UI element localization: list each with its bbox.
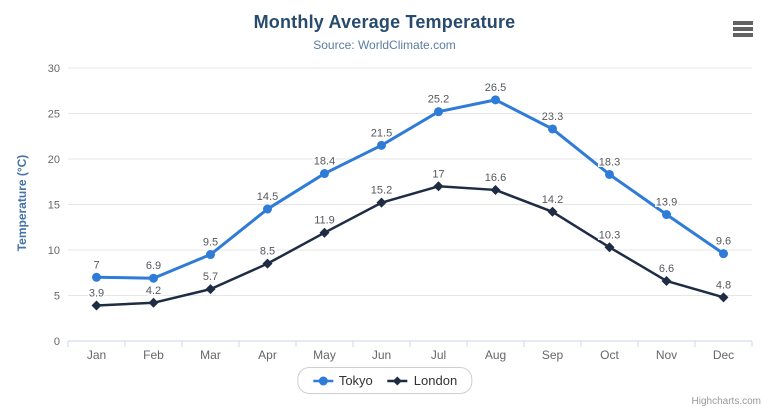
data-label: 14.2 — [542, 194, 563, 206]
x-axis-label: Oct — [600, 348, 619, 362]
data-point-marker[interactable] — [91, 300, 102, 311]
x-axis-label: Dec — [713, 348, 734, 362]
export-menu-button[interactable] — [733, 21, 753, 37]
x-axis-label: Nov — [656, 348, 677, 362]
x-axis-label: May — [313, 348, 336, 362]
legend-marker-icon — [312, 376, 333, 385]
data-label: 8.5 — [260, 246, 275, 258]
data-label: 11.9 — [314, 215, 335, 227]
y-axis-label: 25 — [48, 109, 60, 121]
series-tokyo[interactable]: 7 6.9 9.5 14.5 18.4 21.5 25.2 26.5 23.3 18.3 13.9 9… — [92, 80, 733, 283]
data-label: 16.6 — [485, 172, 506, 184]
chart-subtitle: Source: WorldClimate.com — [313, 38, 456, 52]
data-point-marker[interactable] — [320, 169, 329, 179]
x-axis-label: Aug — [485, 348, 506, 362]
data-point-marker[interactable] — [149, 273, 158, 283]
x-axis-label: Jun — [372, 348, 391, 362]
data-label: 25.2 — [428, 94, 449, 106]
y-axis-label: 10 — [48, 245, 60, 257]
legend-marker-icon — [387, 376, 408, 385]
data-label: 5.7 — [203, 271, 218, 283]
data-point-marker[interactable] — [548, 124, 557, 134]
data-point-marker[interactable] — [92, 272, 101, 282]
data-label: 6.6 — [659, 263, 674, 275]
data-label: 21.5 — [371, 127, 392, 139]
y-axis-label: 20 — [48, 154, 60, 166]
data-point-marker[interactable] — [206, 250, 215, 260]
legend: Tokyo London — [296, 367, 473, 394]
x-axis-label: Sep — [542, 348, 564, 362]
data-label: 18.4 — [314, 156, 335, 168]
data-label: 4.2 — [146, 285, 161, 297]
data-point-marker[interactable] — [491, 95, 500, 105]
hamburger-icon — [733, 21, 753, 25]
series-london[interactable]: 3.9 4.2 5.7 8.5 11.9 15.2 17 16.6 14.2 10.3 6.6 4.8 — [87, 167, 733, 311]
data-point-marker[interactable] — [547, 206, 558, 217]
data-label: 18.3 — [599, 156, 620, 168]
hamburger-icon — [733, 27, 753, 31]
chart-title: Monthly Average Temperature — [253, 12, 516, 32]
series-line — [95, 98, 725, 280]
data-point-marker[interactable] — [434, 107, 443, 117]
x-axis-label: Apr — [258, 348, 277, 362]
data-point-marker[interactable] — [205, 284, 216, 295]
data-label: 9.5 — [203, 237, 218, 249]
data-point-marker[interactable] — [148, 297, 159, 308]
y-axis-label: 15 — [48, 200, 60, 212]
legend-label: London — [413, 373, 458, 388]
data-point-marker[interactable] — [376, 197, 387, 208]
credits-link[interactable]: Highcharts.com — [691, 396, 761, 407]
legend-label: Tokyo — [338, 373, 373, 388]
series-line — [95, 185, 725, 307]
y-axis-label: 5 — [54, 291, 60, 303]
x-axis-label: Jan — [87, 348, 106, 362]
data-label: 14.5 — [257, 191, 278, 203]
data-point-marker[interactable] — [718, 292, 729, 303]
data-label: 6.9 — [146, 260, 161, 272]
data-point-marker[interactable] — [605, 169, 614, 179]
legend-item-tokyo[interactable]: Tokyo — [312, 373, 373, 388]
data-label: 17 — [432, 168, 444, 180]
data-point-marker[interactable] — [319, 227, 330, 238]
y-axis-label: 0 — [54, 336, 60, 348]
hamburger-icon — [733, 33, 753, 37]
data-label: 10.3 — [599, 229, 620, 241]
data-label: 23.3 — [542, 111, 563, 123]
data-label: 4.8 — [716, 279, 731, 291]
data-label: 7 — [93, 259, 99, 271]
x-axis-label: Jul — [431, 348, 446, 362]
data-point-marker[interactable] — [490, 184, 501, 195]
data-point-marker[interactable] — [662, 210, 671, 220]
data-point-marker[interactable] — [433, 181, 444, 192]
legend-item-london[interactable]: London — [387, 373, 457, 388]
data-point-marker[interactable] — [604, 242, 615, 253]
data-point-marker[interactable] — [719, 249, 728, 259]
data-label: 3.9 — [89, 288, 104, 300]
data-label: 26.5 — [485, 82, 506, 94]
data-point-marker[interactable] — [262, 258, 273, 269]
y-axis-label: 30 — [48, 63, 60, 75]
data-point-marker[interactable] — [377, 140, 386, 150]
data-point-marker[interactable] — [263, 204, 272, 214]
data-label: 13.9 — [656, 197, 677, 209]
x-axis-label: Feb — [143, 348, 164, 362]
data-label: 15.2 — [371, 185, 392, 197]
data-label: 9.6 — [716, 236, 731, 248]
data-point-marker[interactable] — [661, 275, 672, 286]
x-axis-label: Mar — [200, 348, 221, 362]
